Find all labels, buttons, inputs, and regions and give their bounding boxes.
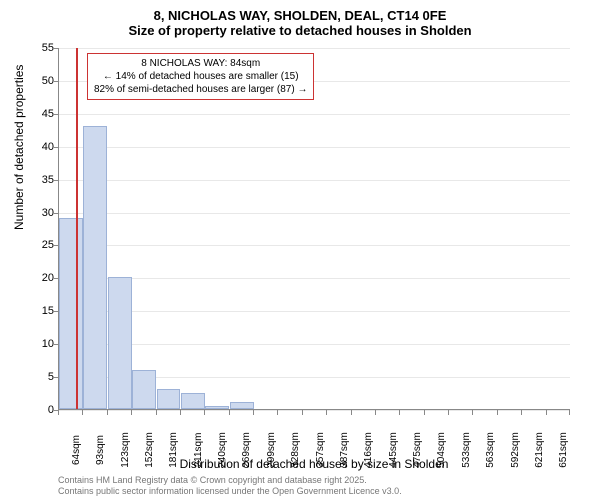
gridline [59,245,570,246]
footer-note: Contains HM Land Registry data © Crown c… [58,475,402,497]
histogram-bar [108,277,132,409]
ytick-label: 55 [14,42,54,54]
annotation-line1: 8 NICHOLAS WAY: 84sqm [94,57,307,70]
xtick-mark [399,410,400,415]
annotation-line2: ← 14% of detached houses are smaller (15… [94,70,307,83]
ytick-label: 50 [14,75,54,87]
xtick-mark [204,410,205,415]
xtick-mark [82,410,83,415]
ytick-label: 5 [14,371,54,383]
xtick-mark [375,410,376,415]
annotation-box: 8 NICHOLAS WAY: 84sqm← 14% of detached h… [87,53,314,100]
x-axis-label: Distribution of detached houses by size … [58,457,570,471]
footer-line1: Contains HM Land Registry data © Crown c… [58,475,402,486]
xtick-mark [448,410,449,415]
ytick-mark [54,114,59,115]
gridline [59,344,570,345]
xtick-mark [131,410,132,415]
xtick-mark [546,410,547,415]
xtick-mark [472,410,473,415]
gridline [59,278,570,279]
histogram-bar [83,126,107,409]
ytick-label: 20 [14,272,54,284]
ytick-mark [54,180,59,181]
xtick-mark [229,410,230,415]
annotation-line3: 82% of semi-detached houses are larger (… [94,83,307,96]
xtick-mark [253,410,254,415]
histogram-bar [230,402,254,409]
footer-line2: Contains public sector information licen… [58,486,402,497]
gridline [59,213,570,214]
xtick-mark [302,410,303,415]
chart-title-block: 8, NICHOLAS WAY, SHOLDEN, DEAL, CT14 0FE… [0,0,600,38]
xtick-mark [107,410,108,415]
ytick-mark [54,48,59,49]
ytick-label: 15 [14,305,54,317]
gridline [59,147,570,148]
ytick-label: 40 [14,141,54,153]
xtick-mark [277,410,278,415]
xtick-mark [351,410,352,415]
histogram-bar [157,389,181,409]
xtick-mark [180,410,181,415]
xtick-mark [58,410,59,415]
xtick-mark [569,410,570,415]
xtick-mark [424,410,425,415]
ytick-label: 25 [14,239,54,251]
histogram-bar [132,370,156,409]
gridline [59,311,570,312]
xtick-mark [521,410,522,415]
ytick-mark [54,147,59,148]
gridline [59,410,570,411]
chart-title-line1: 8, NICHOLAS WAY, SHOLDEN, DEAL, CT14 0FE [0,8,600,23]
chart-title-line2: Size of property relative to detached ho… [0,23,600,38]
histogram-bar [181,393,205,409]
ytick-mark [54,213,59,214]
ytick-label: 35 [14,174,54,186]
chart-container: 8, NICHOLAS WAY, SHOLDEN, DEAL, CT14 0FE… [0,0,600,500]
xtick-mark [156,410,157,415]
histogram-bar [205,406,229,409]
ytick-label: 30 [14,207,54,219]
gridline [59,114,570,115]
gridline [59,180,570,181]
ytick-label: 10 [14,338,54,350]
xtick-mark [326,410,327,415]
reference-line [76,48,78,409]
histogram-bar [59,218,83,409]
gridline [59,48,570,49]
plot-area: 8 NICHOLAS WAY: 84sqm← 14% of detached h… [58,48,570,410]
ytick-label: 45 [14,108,54,120]
ytick-label: 0 [14,404,54,416]
xtick-mark [497,410,498,415]
ytick-mark [54,81,59,82]
